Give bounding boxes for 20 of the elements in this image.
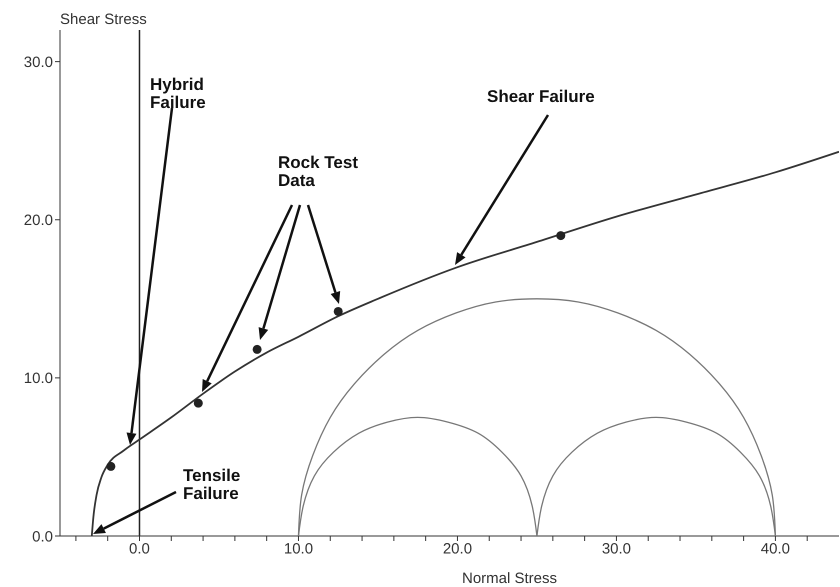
y-tick-label: 0.0 xyxy=(32,528,53,546)
annotation: Tensile Failure xyxy=(183,466,240,503)
y-tick-label: 30.0 xyxy=(24,54,53,71)
x-axis-title: Normal Stress xyxy=(462,570,558,587)
annotation: Shear Failure xyxy=(487,87,595,106)
x-tick-label: 10.0 xyxy=(284,540,314,558)
point xyxy=(556,231,566,240)
x-tick-label: 40.0 xyxy=(760,540,790,558)
annotation: Hybrid Failure xyxy=(150,75,206,112)
x-tick-label: 20.0 xyxy=(442,540,472,558)
y-axis-title: Shear Stress xyxy=(60,11,147,28)
x-tick-label: 0.0 xyxy=(129,540,150,558)
point xyxy=(252,344,262,354)
annotation: Rock Test Data xyxy=(278,153,358,190)
point xyxy=(334,306,343,316)
point xyxy=(194,398,203,408)
point xyxy=(106,462,116,471)
y-tick-label: 10.0 xyxy=(24,370,53,388)
y-tick-label: 20.0 xyxy=(24,212,53,230)
x-tick-label: 30.0 xyxy=(602,540,632,558)
